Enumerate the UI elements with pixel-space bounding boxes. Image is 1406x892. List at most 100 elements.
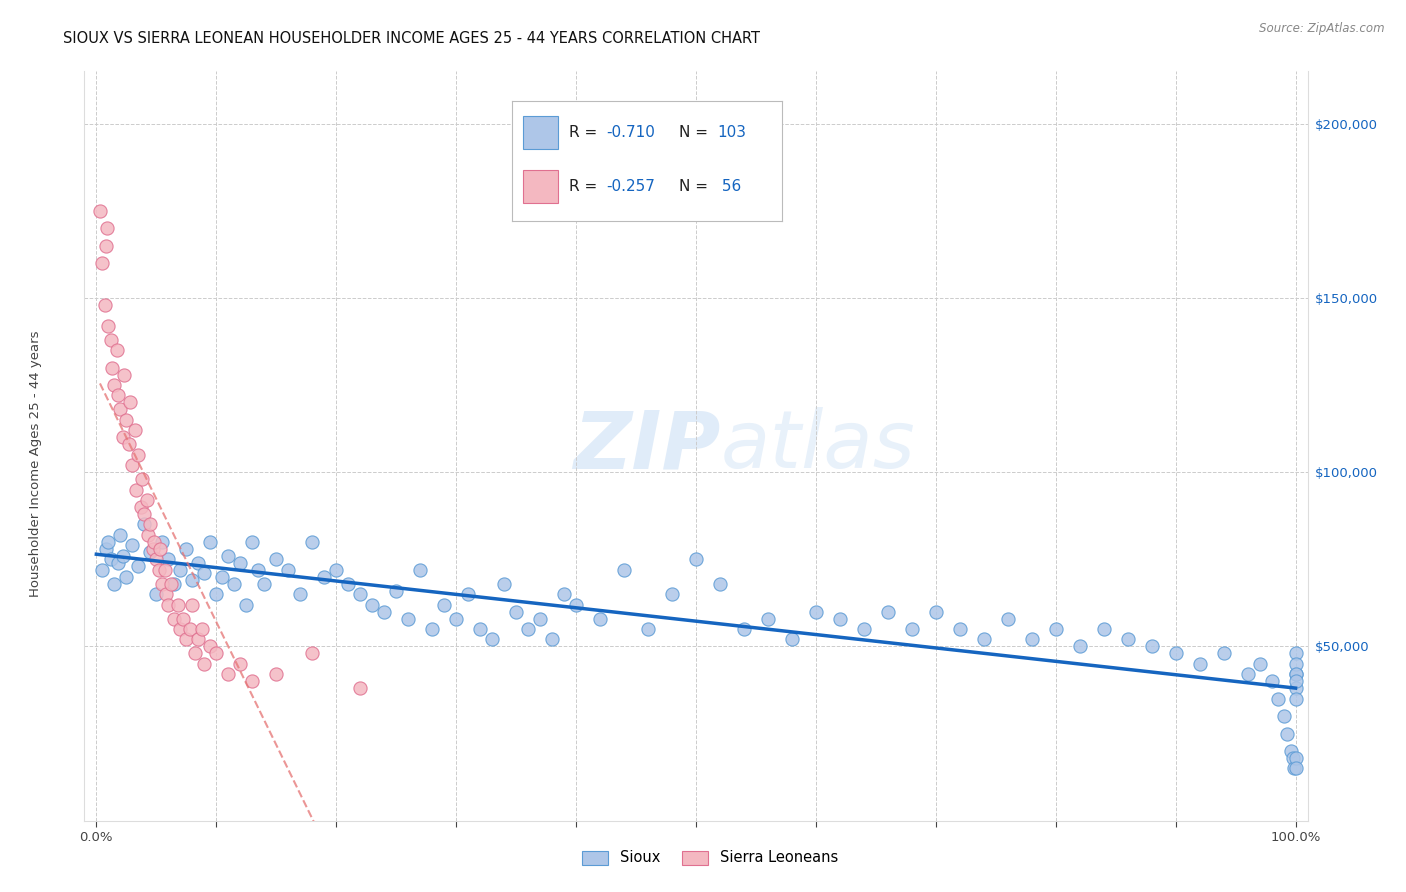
Point [115,570,138,584]
Text: Source: ZipAtlas.com: Source: ZipAtlas.com [1260,22,1385,36]
Point [134,507,156,521]
Point [91,563,114,577]
Point [1279,744,1302,758]
Point [1284,691,1306,706]
Point [235,598,257,612]
Point [804,605,827,619]
Point [174,632,197,647]
Point [145,587,167,601]
Point [240,674,263,689]
Point [217,549,239,563]
Point [1249,657,1271,671]
Point [97,318,120,333]
Point [1116,632,1139,647]
Point [121,538,143,552]
Point [153,563,176,577]
Point [217,667,239,681]
Point [1282,751,1305,765]
Point [852,622,875,636]
Point [505,605,527,619]
Point [142,541,165,556]
Point [155,587,177,601]
Point [661,587,683,601]
Point [290,587,312,601]
Point [172,611,194,625]
Point [589,611,612,625]
Point [529,611,551,625]
Point [89,203,111,218]
Point [949,622,972,636]
Point [224,576,246,591]
Point [1277,726,1299,740]
Point [733,622,755,636]
Point [240,534,263,549]
Point [409,563,432,577]
Point [229,556,252,570]
Point [107,556,129,570]
Point [107,388,129,402]
Point [1260,674,1282,689]
Point [163,576,186,591]
Point [110,528,132,542]
Point [780,632,803,647]
Point [517,622,540,636]
Point [111,430,134,444]
Point [1267,691,1289,706]
Point [613,563,636,577]
Point [150,576,173,591]
Point [756,611,779,625]
Point [481,632,503,647]
Point [181,598,204,612]
Point [112,368,135,382]
Point [253,576,276,591]
Point [103,378,125,392]
Point [901,622,924,636]
Point [134,517,156,532]
Point [264,667,287,681]
Point [973,632,995,647]
Point [349,587,371,601]
Point [118,395,141,409]
Point [118,437,141,451]
Point [325,563,347,577]
Point [277,563,299,577]
Point [444,611,467,625]
Point [193,566,215,581]
Point [876,605,898,619]
Point [167,598,190,612]
Point [163,611,186,625]
Point [1236,667,1258,681]
Point [229,657,252,671]
Point [1021,632,1043,647]
Text: atlas: atlas [720,407,915,485]
Point [828,611,851,625]
Point [337,576,360,591]
Point [157,598,180,612]
Point [468,622,491,636]
Point [1284,681,1306,696]
Point [1284,657,1306,671]
Point [1284,761,1306,775]
Point [103,576,125,591]
Point [142,534,165,549]
Point [129,500,152,514]
Point [1092,622,1115,636]
Point [157,552,180,566]
Point [1164,646,1187,660]
Point [100,333,122,347]
Point [100,552,122,566]
Point [179,622,201,636]
Point [183,646,205,660]
Point [433,598,456,612]
Point [997,611,1019,625]
Point [494,576,516,591]
Point [1284,667,1306,681]
Point [1284,646,1306,660]
Point [1212,646,1234,660]
Point [181,573,204,587]
Point [709,576,731,591]
Point [97,534,120,549]
Point [149,541,172,556]
Point [94,541,117,556]
Point [139,545,162,559]
